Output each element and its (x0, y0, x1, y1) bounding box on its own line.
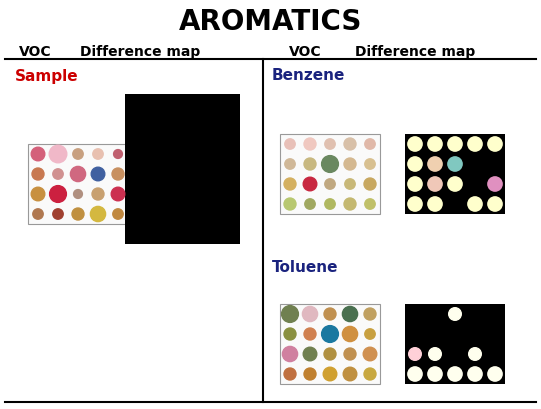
Circle shape (325, 139, 335, 150)
Circle shape (284, 368, 296, 380)
Circle shape (305, 199, 315, 210)
Circle shape (408, 178, 422, 192)
Circle shape (428, 178, 442, 192)
Circle shape (114, 150, 122, 159)
Circle shape (488, 367, 502, 381)
Circle shape (408, 137, 422, 152)
Circle shape (365, 329, 375, 339)
Circle shape (304, 139, 316, 151)
Circle shape (321, 326, 339, 343)
Circle shape (302, 307, 318, 322)
Text: Benzene: Benzene (272, 68, 345, 83)
Circle shape (345, 180, 355, 190)
Circle shape (468, 137, 482, 152)
Circle shape (31, 148, 45, 162)
Text: Sample: Sample (15, 68, 78, 83)
Text: Toluene: Toluene (272, 260, 339, 275)
Circle shape (304, 159, 316, 171)
Circle shape (325, 180, 335, 190)
Text: VOC: VOC (19, 45, 51, 59)
Circle shape (364, 308, 376, 320)
Circle shape (365, 160, 375, 170)
Circle shape (488, 137, 502, 152)
Circle shape (282, 306, 299, 323)
Circle shape (53, 209, 63, 220)
FancyBboxPatch shape (280, 135, 380, 214)
Circle shape (448, 178, 462, 192)
Text: VOC: VOC (289, 45, 321, 59)
Circle shape (488, 198, 502, 211)
Circle shape (344, 198, 356, 211)
Circle shape (284, 179, 296, 191)
Circle shape (363, 347, 377, 361)
Circle shape (284, 198, 296, 211)
Circle shape (93, 149, 103, 160)
Circle shape (72, 209, 84, 220)
Circle shape (428, 137, 442, 152)
Circle shape (304, 328, 316, 340)
Text: AROMATICS: AROMATICS (179, 8, 362, 36)
Circle shape (468, 367, 482, 381)
Circle shape (448, 137, 462, 152)
FancyBboxPatch shape (405, 135, 505, 214)
Circle shape (70, 167, 85, 182)
Circle shape (282, 346, 298, 362)
Circle shape (408, 367, 422, 381)
Circle shape (325, 199, 335, 210)
Circle shape (74, 190, 82, 199)
Circle shape (32, 169, 44, 180)
Circle shape (428, 157, 442, 172)
FancyBboxPatch shape (280, 304, 380, 384)
Circle shape (304, 368, 316, 380)
Circle shape (50, 186, 67, 203)
Circle shape (303, 178, 317, 191)
Circle shape (344, 139, 356, 151)
Circle shape (468, 198, 482, 211)
Circle shape (33, 209, 43, 220)
Circle shape (284, 328, 296, 340)
Circle shape (364, 368, 376, 380)
Circle shape (321, 156, 339, 173)
Circle shape (49, 146, 67, 164)
Circle shape (53, 169, 63, 180)
Circle shape (448, 157, 462, 172)
Circle shape (303, 347, 317, 361)
Circle shape (469, 348, 481, 360)
Circle shape (342, 307, 358, 322)
Circle shape (428, 198, 442, 211)
Circle shape (428, 348, 441, 360)
Circle shape (344, 159, 356, 171)
Circle shape (342, 327, 358, 342)
FancyBboxPatch shape (405, 304, 505, 384)
Circle shape (448, 308, 461, 321)
Circle shape (428, 367, 442, 381)
Text: Difference map: Difference map (80, 45, 200, 59)
Circle shape (408, 157, 422, 172)
Circle shape (488, 178, 502, 192)
Circle shape (73, 149, 83, 160)
Circle shape (343, 367, 357, 381)
FancyBboxPatch shape (28, 145, 128, 225)
Text: Difference map: Difference map (355, 45, 475, 59)
Circle shape (91, 168, 105, 181)
Circle shape (365, 139, 375, 150)
Circle shape (285, 139, 295, 150)
Circle shape (92, 189, 104, 200)
FancyBboxPatch shape (125, 95, 240, 245)
Circle shape (365, 199, 375, 210)
Circle shape (323, 367, 337, 381)
Circle shape (364, 179, 376, 191)
Circle shape (31, 188, 45, 201)
Circle shape (285, 160, 295, 170)
Circle shape (408, 348, 421, 360)
Circle shape (324, 308, 336, 320)
Circle shape (90, 207, 105, 222)
Circle shape (344, 348, 356, 360)
Circle shape (408, 198, 422, 211)
Circle shape (111, 188, 125, 201)
Circle shape (112, 169, 124, 180)
Circle shape (324, 348, 336, 360)
Circle shape (113, 209, 123, 220)
Circle shape (448, 367, 462, 381)
